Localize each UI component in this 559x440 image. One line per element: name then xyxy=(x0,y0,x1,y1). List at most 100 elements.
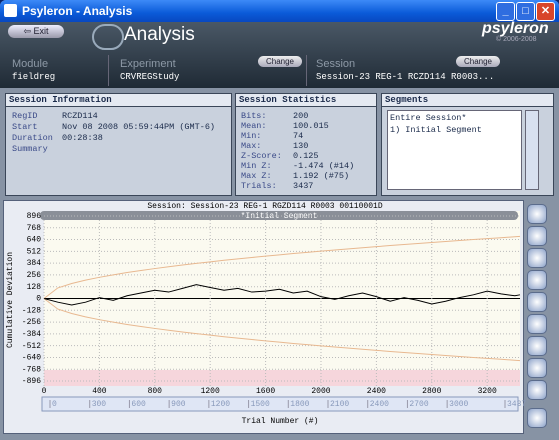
change-button[interactable]: Change xyxy=(456,56,500,67)
scroll-tick-label: 3000 xyxy=(449,400,468,409)
copyright: © 2006-2008 xyxy=(496,36,537,43)
close-button[interactable]: ✕ xyxy=(536,2,555,21)
row: Mean: 100.015 xyxy=(241,121,354,131)
segments-panel: Segments Entire Session* 1) Initial Segme… xyxy=(381,93,554,196)
stat-rows: Bits: 200 Mean: 100.015 Min: 74 Max: 130 Z-Score… xyxy=(241,111,354,191)
row-value: 100.015 xyxy=(293,121,329,131)
exit-label: Exit xyxy=(33,26,49,36)
row: Min Z: -1.474 (#14) xyxy=(241,161,354,171)
minimize-button[interactable]: _ xyxy=(496,2,515,21)
statistics-panel: Session Statistics Bits: 200 Mean: 100.015 M… xyxy=(235,93,377,196)
selector-label: Experiment xyxy=(120,58,176,70)
scroll-tick-label: 2700 xyxy=(409,400,428,409)
row-label: Bits: xyxy=(241,111,267,121)
x-tick-label: 2800 xyxy=(422,387,441,396)
title-bar: Psyleron - Analysis _ □ ✕ xyxy=(0,0,559,22)
header: ⇦ Exit Analysis psyleron © 2006-2008 Mod… xyxy=(0,20,559,88)
y-axis-label: Cumulative Deviation xyxy=(6,252,15,348)
y-tick-label: -768 xyxy=(22,365,41,374)
x-tick-label: 0 xyxy=(42,387,47,396)
x-axis-label: Trial Number (#) xyxy=(242,417,319,426)
change-button[interactable]: Change xyxy=(258,56,302,67)
row: Start Nov 08 2008 05:59:44PM (GMT-6) xyxy=(12,122,215,133)
window-title: Psyleron - Analysis xyxy=(22,4,133,18)
row-label: Duration xyxy=(12,133,53,143)
segment-item: 1) Initial Segment xyxy=(390,125,482,135)
row-value: 3437 xyxy=(293,181,314,191)
scroll-tick-label: 900 xyxy=(171,400,186,409)
row-value: 130 xyxy=(293,141,309,151)
y-tick-label: -384 xyxy=(22,330,41,339)
lower-band xyxy=(44,370,520,386)
row-label: RegID xyxy=(12,111,38,121)
scroll-tick-label: 0 xyxy=(52,400,57,409)
y-tick-label: -512 xyxy=(22,342,41,351)
scrollbar[interactable] xyxy=(525,110,539,190)
page-title: Analysis xyxy=(124,24,195,45)
row-label: Z-Score: xyxy=(241,151,282,161)
y-tick-label: -640 xyxy=(22,354,41,363)
y-tick-label: 512 xyxy=(27,247,42,256)
segment-item: Entire Session* xyxy=(390,113,467,123)
row-value: -1.474 (#14) xyxy=(293,161,355,171)
y-tick-label: 896 xyxy=(27,212,42,221)
row-label: Trials: xyxy=(241,181,277,191)
chart-title: Session: Session-23 REG-1 RGZD114 R0003 … xyxy=(147,202,382,211)
tool-button[interactable] xyxy=(527,336,547,356)
help-button[interactable] xyxy=(527,380,547,400)
tool-button[interactable] xyxy=(527,204,547,224)
experiment-box xyxy=(112,55,307,86)
row-label: Mean: xyxy=(241,121,267,131)
tool-button[interactable] xyxy=(527,314,547,334)
row: Min: 74 xyxy=(241,131,354,141)
selector-value: fieldreg xyxy=(12,72,56,82)
panel-title: Session Information xyxy=(6,94,231,107)
scroll-track[interactable] xyxy=(41,396,519,412)
x-tick-label: 2400 xyxy=(367,387,386,396)
row: Max Z: 1.192 (#75) xyxy=(241,171,354,181)
tool-button[interactable] xyxy=(527,270,547,290)
tool-button[interactable] xyxy=(527,292,547,312)
scroll-tick-label: 600 xyxy=(131,400,146,409)
y-tick-label: -256 xyxy=(22,318,41,327)
x-tick-label: 400 xyxy=(92,387,107,396)
selector-label: Session xyxy=(316,58,356,70)
row: RegID RCZD114 xyxy=(12,111,215,122)
series-line xyxy=(43,298,521,362)
row: Max: 130 xyxy=(241,141,354,151)
panel-title: Segments xyxy=(382,94,553,107)
tool-button[interactable] xyxy=(527,248,547,268)
segment-label: *Initial Segment xyxy=(241,212,318,221)
x-tick-label: 1200 xyxy=(201,387,220,396)
selector-value: Session-23 REG-1 RCZD114 R0003... xyxy=(316,72,495,82)
exit-button[interactable]: ⇦ Exit xyxy=(8,25,64,38)
scroll-tick-label: 2400 xyxy=(370,400,389,409)
y-tick-label: 640 xyxy=(27,236,42,245)
row-value: 1.192 (#75) xyxy=(293,171,350,181)
scroll-tick-label: 300 xyxy=(92,400,107,409)
analysis-icon xyxy=(92,24,124,50)
maximize-button[interactable]: □ xyxy=(516,2,535,21)
row-label: Min: xyxy=(241,131,262,141)
row-value: 74 xyxy=(293,131,304,141)
selector-value: CRVREGStudy xyxy=(120,72,180,82)
tool-button[interactable] xyxy=(527,358,547,378)
row-value: Nov 08 2008 05:59:44PM (GMT-6) xyxy=(62,122,216,132)
row-value: 00:28:38 xyxy=(62,133,103,143)
tool-button[interactable] xyxy=(527,226,547,246)
selector-label: Module xyxy=(12,58,49,70)
y-tick-label: 0 xyxy=(36,295,41,304)
scroll-tick-label: 1200 xyxy=(211,400,230,409)
scroll-tick-label: 1800 xyxy=(290,400,309,409)
row-label: Max Z: xyxy=(241,171,272,181)
y-tick-label: 768 xyxy=(27,224,42,233)
scroll-tick-label: 3437 xyxy=(507,400,526,409)
x-tick-label: 800 xyxy=(148,387,163,396)
series-line xyxy=(43,235,521,299)
tool-button[interactable] xyxy=(527,408,547,428)
segment-list[interactable]: Entire Session* 1) Initial Segment xyxy=(387,110,522,190)
row-value: 0.125 xyxy=(293,151,319,161)
module-box xyxy=(4,55,109,86)
